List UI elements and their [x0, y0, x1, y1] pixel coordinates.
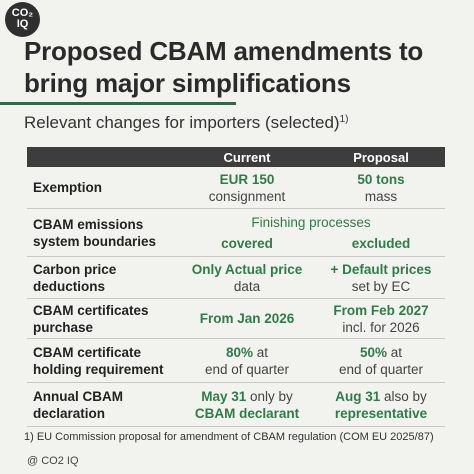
table-row: Carbon price deductions Only Actual pric…: [27, 257, 445, 299]
current-suffix: only by: [246, 388, 293, 404]
page-title: Proposed CBAM amendments to bring major …: [24, 36, 424, 98]
subtitle: Relevant changes for importers (selected…: [24, 113, 349, 133]
proposal-cell: 50% at end of quarter: [317, 344, 445, 378]
header-current: Current: [223, 149, 271, 165]
proposal-cell: 50 tons mass: [317, 171, 445, 205]
table-row: Exemption EUR 150 consignment 50 tons ma…: [27, 167, 445, 209]
span-text: Finishing processes: [251, 214, 371, 230]
subtitle-text: Relevant changes for importers (selected…: [24, 113, 340, 132]
row-label: Carbon price deductions: [33, 261, 117, 294]
table-row: CBAM certificates purchase From Jan 2026…: [27, 299, 445, 339]
footnote: 1) EU Commission proposal for amendment …: [24, 431, 434, 443]
logo-line1: CO₂: [11, 7, 34, 19]
current-cell: EUR 150 consignment: [177, 171, 317, 205]
logo-line2: IQ: [16, 18, 29, 30]
proposal-note: incl. for 2026: [342, 319, 420, 335]
table-row: CBAM certificate holding requirement 80%…: [27, 339, 445, 383]
proposal-note: mass: [364, 188, 398, 204]
merged-cell: Finishing processes covered excluded: [177, 214, 445, 252]
proposal-value: + Default prices: [330, 261, 432, 277]
current-cell: Only Actual price data: [177, 261, 317, 295]
header-proposal: Proposal: [353, 149, 409, 165]
current-note: CBAM declarant: [194, 405, 300, 421]
proposal-value: Aug 31: [335, 388, 381, 404]
row-label: CBAM emissions system boundaries: [33, 216, 157, 249]
current-suffix: at: [253, 344, 269, 360]
current-value: Only Actual price: [191, 261, 303, 277]
row-label: CBAM certificates purchase: [33, 302, 149, 335]
row-label: Annual CBAM declaration: [33, 388, 123, 421]
proposal-value: 50%: [359, 344, 387, 360]
proposal-value: From Feb 2027: [333, 302, 429, 318]
current-value: 80%: [225, 344, 253, 360]
table-row: CBAM emissions system boundaries Finishi…: [27, 209, 445, 257]
current-cell: From Jan 2026: [177, 310, 317, 327]
proposal-cell: Aug 31 also by representative: [317, 388, 445, 422]
proposal-value: excluded: [351, 235, 411, 251]
table-header: Current Proposal: [27, 147, 445, 167]
current-cell: May 31 only by CBAM declarant: [177, 388, 317, 422]
current-value: covered: [221, 235, 273, 251]
current-value: From Jan 2026: [199, 311, 295, 326]
proposal-cell: From Feb 2027 incl. for 2026: [317, 302, 445, 336]
proposal-note: representative: [334, 405, 428, 421]
current-cell: 80% at end of quarter: [177, 344, 317, 378]
table-row: Annual CBAM declaration May 31 only by C…: [27, 383, 445, 427]
current-value: EUR 150: [219, 171, 275, 187]
current-note: end of quarter: [204, 361, 290, 377]
copyright: @ CO2 IQ: [27, 455, 79, 467]
comparison-table: Current Proposal Exemption EUR 150 consi…: [27, 147, 445, 427]
title-rule: [0, 102, 236, 105]
proposal-cell: + Default prices set by EC: [317, 261, 445, 295]
subtitle-footnote-ref: 1): [339, 114, 349, 125]
proposal-suffix: at: [387, 344, 403, 360]
current-note: consignment: [208, 188, 286, 204]
co2iq-logo: CO₂ IQ: [5, 2, 40, 37]
proposal-note: end of quarter: [338, 361, 424, 377]
row-label: Exemption: [33, 180, 103, 195]
proposal-value: 50 tons: [357, 171, 405, 187]
current-value: May 31: [201, 388, 247, 404]
proposal-note: set by EC: [351, 278, 411, 294]
proposal-suffix: also by: [380, 388, 427, 404]
current-note: data: [233, 278, 261, 294]
row-label: CBAM certificate holding requirement: [33, 344, 164, 377]
